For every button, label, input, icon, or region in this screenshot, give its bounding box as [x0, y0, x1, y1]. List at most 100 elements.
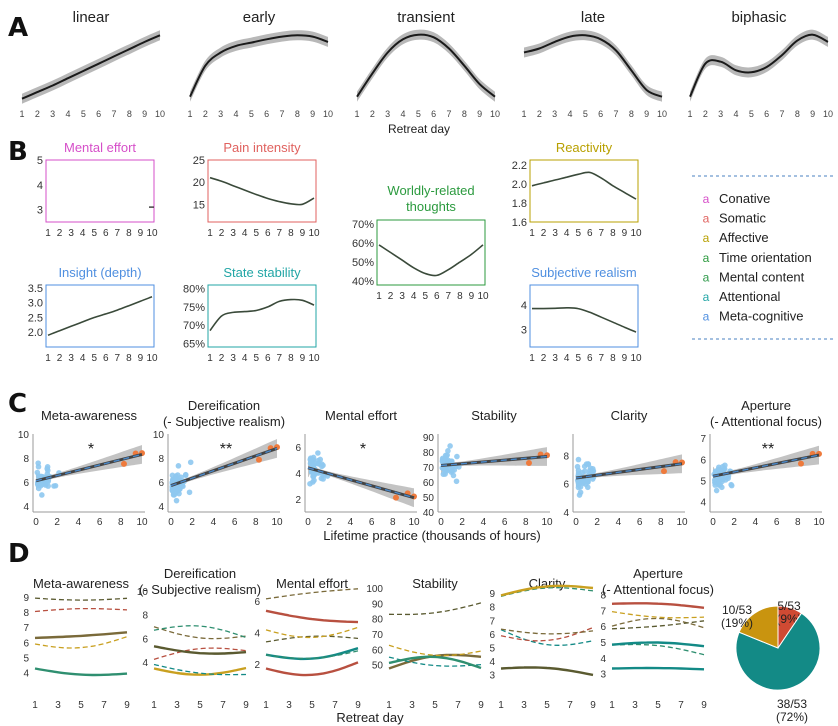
- data-point-novice: [319, 463, 325, 470]
- trajectory-line-dashed: [153, 625, 247, 639]
- data-point-novice: [577, 489, 584, 496]
- x-tick-label: 7: [567, 700, 573, 711]
- y-tick-label: 8: [23, 608, 29, 619]
- x-tick-label: 10: [271, 517, 283, 528]
- y-tick-label: 50: [372, 661, 384, 672]
- confidence-band: [190, 30, 328, 102]
- x-tick-label: 3: [521, 700, 527, 711]
- pie-slice-label-line-0: 5/53: [777, 599, 801, 613]
- data-point-novice: [453, 478, 460, 485]
- x-tick-label: 7: [599, 353, 605, 364]
- legend-marker: a: [703, 290, 710, 304]
- data-point-novice: [310, 454, 317, 461]
- data-point-novice: [169, 488, 176, 494]
- subplot-title-line-0: Aperture: [633, 566, 683, 581]
- x-tick-label: 6: [434, 291, 440, 302]
- x-tick-label: 10: [146, 228, 158, 239]
- x-tick-label: 4: [564, 353, 570, 364]
- x-tick-label: 4: [411, 291, 417, 302]
- panel-b-legend: a Conative a Somatic a Affective a Time orienta…: [692, 175, 836, 340]
- x-tick-label: 6: [232, 517, 238, 528]
- trajectory-line-dashed: [611, 643, 705, 656]
- subplot-title: State stability: [223, 265, 301, 280]
- data-point-novice: [440, 471, 447, 478]
- trajectory-line-dashed: [34, 597, 128, 601]
- x-tick-label: 8: [288, 353, 294, 364]
- x-tick-label: 5: [81, 109, 86, 119]
- x-tick-label: 10: [490, 109, 500, 119]
- x-tick-label: 6: [369, 517, 375, 528]
- x-tick-label: 4: [242, 228, 248, 239]
- y-tick-label: 6: [600, 622, 606, 633]
- plot-frame: [529, 284, 639, 348]
- x-tick-label: 1: [207, 228, 213, 239]
- x-tick-label: 2: [703, 109, 708, 119]
- x-tick-label: 9: [478, 700, 484, 711]
- trajectory-line: [265, 661, 359, 677]
- series-line: [209, 298, 315, 332]
- x-tick-label: 4: [233, 109, 238, 119]
- y-tick-label: 6: [142, 634, 148, 645]
- y-tick-label: 8: [600, 591, 606, 602]
- x-tick-label: 4: [211, 517, 217, 528]
- y-tick-label: 5: [600, 638, 606, 649]
- trajectory-line-dashed: [34, 607, 128, 613]
- subplot-title: Stability: [412, 576, 458, 591]
- x-tick-label: 2: [35, 109, 40, 119]
- data-point-novice: [187, 459, 194, 466]
- panel-label-b: B: [8, 137, 28, 167]
- data-point-novice: [315, 450, 321, 456]
- x-tick-label: 1: [263, 700, 269, 711]
- x-tick-label: 2: [57, 228, 63, 239]
- legend-item: Mental content: [719, 269, 805, 284]
- x-tick-label: 1: [354, 109, 359, 119]
- y-tick-label: 2.0: [512, 179, 527, 191]
- x-tick-label: 8: [126, 353, 132, 364]
- x-tick-label: 4: [76, 517, 82, 528]
- x-tick-label: 7: [279, 109, 284, 119]
- x-tick-label: 3: [385, 109, 390, 119]
- y-tick-label: 2: [254, 660, 260, 671]
- x-tick-label: 6: [764, 109, 769, 119]
- y-tick-label: 3: [600, 670, 606, 681]
- y-tick-label: 4: [37, 180, 43, 192]
- trajectory-line: [34, 631, 128, 640]
- series-line-transient: [356, 33, 496, 98]
- x-tick-label: 3: [55, 700, 61, 711]
- x-tick-label: 5: [197, 700, 203, 711]
- y-tick-label: 9: [23, 593, 29, 604]
- subplot-title: Meta-awareness: [41, 408, 138, 423]
- x-tick-label: 0: [168, 517, 174, 528]
- data-point-novice: [712, 482, 718, 488]
- trajectory-line-dashed: [611, 610, 705, 619]
- y-tick-label: 70: [372, 630, 384, 641]
- regression-line-dashed: [35, 453, 143, 482]
- y-tick-label: 7: [489, 616, 495, 627]
- x-tick-label: 2: [537, 109, 542, 119]
- subplot-title-line-1: (- Subjective realism): [139, 582, 261, 597]
- x-tick-label: 3: [552, 109, 557, 119]
- x-tick-label: 3: [632, 700, 638, 711]
- trajectory-line: [153, 645, 247, 655]
- trajectory-line-dashed: [265, 635, 359, 643]
- data-point-novice: [581, 463, 588, 470]
- x-tick-label: 3: [230, 353, 236, 364]
- x-tick-label: 7: [332, 700, 338, 711]
- x-tick-label: 3: [409, 700, 415, 711]
- pie-slice-label-line-0: 38/53: [777, 697, 807, 711]
- x-tick-label: 5: [544, 700, 550, 711]
- x-tick-label: 9: [138, 353, 144, 364]
- series-line-linear: [21, 34, 161, 100]
- x-tick-label: 1: [609, 700, 615, 711]
- x-tick-label: 7: [111, 109, 116, 119]
- x-tick-label: 0: [33, 517, 39, 528]
- y-tick-label: 100: [366, 584, 383, 595]
- x-tick-label: 4: [567, 109, 572, 119]
- legend-item: Attentional: [719, 289, 781, 304]
- x-tick-label: 6: [598, 109, 603, 119]
- x-tick-label: 10: [136, 517, 148, 528]
- trajectory-line: [265, 609, 359, 624]
- trajectory-line: [500, 666, 594, 677]
- data-point-novice: [35, 460, 41, 466]
